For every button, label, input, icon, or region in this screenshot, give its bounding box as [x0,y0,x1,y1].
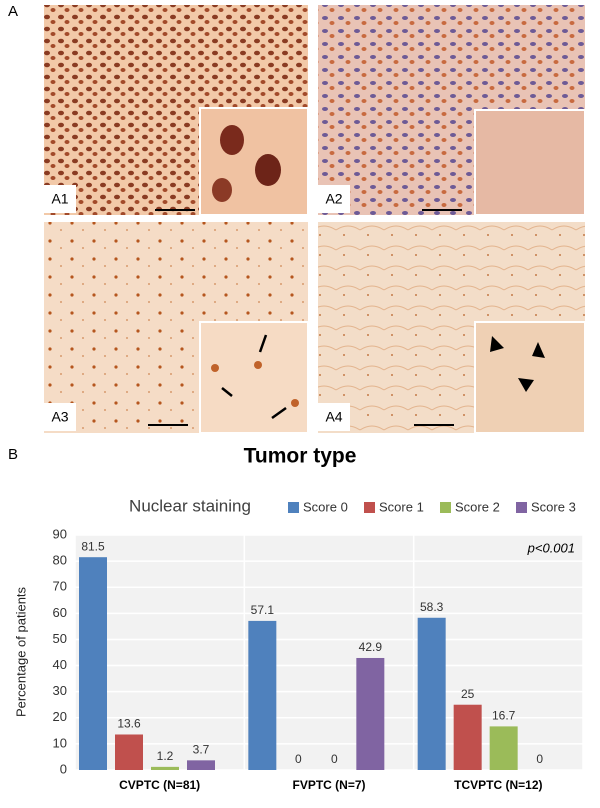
image-label: A2 [325,191,342,207]
value-label: 3.7 [193,743,210,757]
y-tick-label: 70 [53,579,67,594]
value-label: 1.2 [157,749,174,763]
image-label: A3 [51,409,68,425]
y-tick-label: 20 [53,709,67,724]
value-label: 0 [295,752,302,766]
bar [248,620,277,770]
y-tick-label: 80 [53,553,67,568]
legend-label: Score 0 [303,499,348,514]
inset [474,321,586,434]
legend-label: Score 2 [455,499,500,514]
value-label: 42.9 [359,640,383,654]
legend-label: Score 3 [531,499,576,514]
panel-label: A [8,3,18,20]
y-tick-label: 0 [60,761,67,776]
label-box [318,403,350,431]
y-tick-label: 30 [53,683,67,698]
y-tick-label: 10 [53,735,67,750]
bar [356,657,385,770]
legend-swatch [364,502,375,513]
y-tick-label: 50 [53,631,67,646]
inset [199,321,309,434]
legend-swatch [288,502,299,513]
image-label: A4 [325,409,342,425]
label-box [318,185,350,213]
value-label: 57.1 [251,603,275,617]
x-tick-label: CVPTC (N=81) [119,778,200,792]
value-label: 0 [331,752,338,766]
bar [187,760,215,770]
label-box [44,403,76,431]
y-tick-label: 90 [53,526,67,541]
legend-swatch [516,502,527,513]
bar [417,617,446,770]
bar [453,704,482,770]
x-tick-label: TCVPTC (N=12) [454,778,542,792]
legend-label: Score 1 [379,499,424,514]
value-label: 81.5 [81,539,105,553]
inset [474,109,586,216]
bar [151,766,179,770]
value-label: 13.6 [117,717,141,731]
value-label: 58.3 [420,600,444,614]
value-label: 16.7 [492,709,516,723]
x-tick-label: FVPTC (N=7) [292,778,365,792]
legend-swatch [440,502,451,513]
value-label: 25 [461,687,475,701]
heading: Tumor type [244,445,357,468]
panel-label: B [8,446,18,463]
annotation: p<0.001 [527,540,575,555]
y-tick-label: 60 [53,605,67,620]
label-box [44,185,76,213]
bar [489,726,518,770]
value-label: 0 [536,752,543,766]
image-label: A1 [51,191,68,207]
bar [115,734,143,770]
y-tick-label: 40 [53,657,67,672]
chart-title: Nuclear staining [129,496,251,515]
bar [79,557,107,770]
y-axis-label: Percentage of patients [13,586,28,717]
